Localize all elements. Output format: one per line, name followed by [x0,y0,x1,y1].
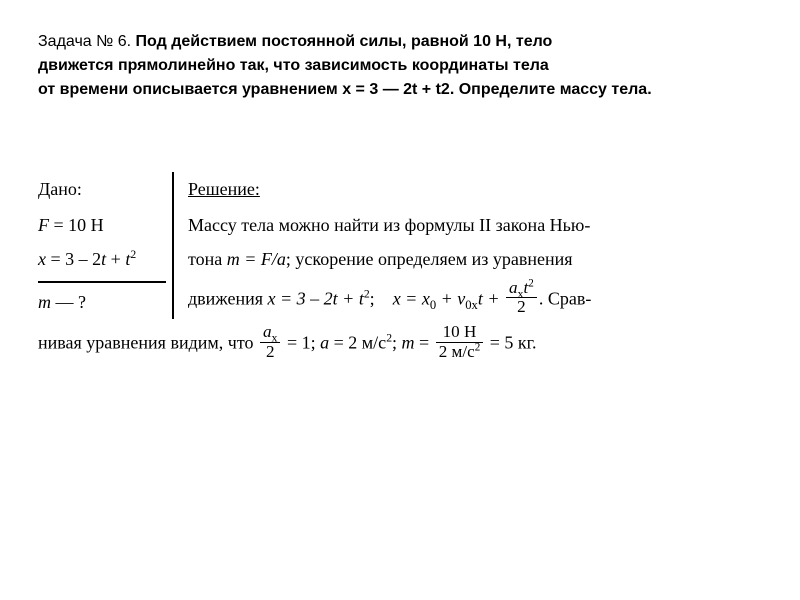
problem-line2: движется прямолинейно так, что зависимос… [38,57,549,74]
fraction-axt2-2: axt22 [506,279,537,318]
solution-line2: тона m = F/a; ускорение определяем из ур… [188,242,762,276]
problem-statement: Задача № 6. Под действием постоянной сил… [38,30,762,102]
fraction-result: 10 Н2 м/с2 [436,323,484,362]
given-unknown: m — ? [38,281,166,319]
problem-line1: Под действием постоянной силы, равной 10… [136,33,553,50]
given-force: F = 10 Н [38,208,166,242]
given-solution-row: Дано: F = 10 Н x = 3 – 2t + t2 m — ? Реш… [38,172,762,319]
given-column: Дано: F = 10 Н x = 3 – 2t + t2 m — ? [38,172,174,319]
solution-line3: движения x = 3 – 2t + t2;x = x0 + v0xt +… [188,281,762,320]
solution-column: Решение: Массу тела можно найти из форму… [174,172,762,319]
given-header: Дано: [38,172,166,206]
problem-line3: от времени описывается уравнением x = 3 … [38,81,652,98]
page: Задача № 6. Под действием постоянной сил… [0,0,800,394]
solution-line4: нивая уравнения видим, что ax2 = 1; a = … [38,325,762,364]
solution-line1: Массу тела можно найти из формулы II зак… [188,208,762,242]
problem-label: Задача № 6. [38,33,136,50]
solution-header: Решение: [188,172,762,206]
given-equation: x = 3 – 2t + t2 [38,242,166,276]
fraction-ax-2: ax2 [260,323,281,362]
solution-block: Дано: F = 10 Н x = 3 – 2t + t2 m — ? Реш… [38,172,762,364]
